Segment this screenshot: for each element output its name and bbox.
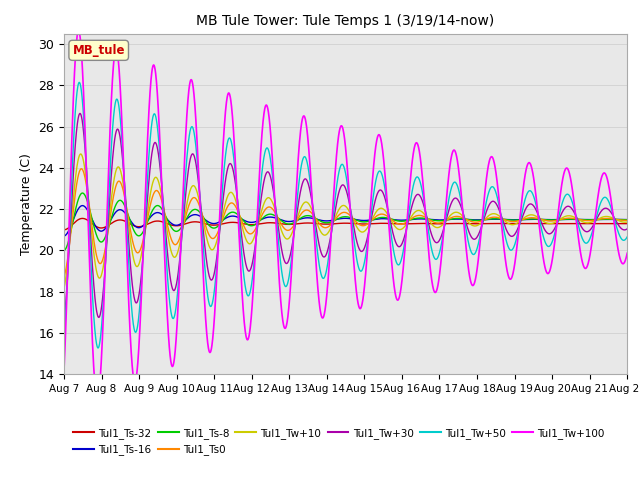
Tul1_Ts-16: [60, 233, 68, 239]
Tul1_Tw+100: [60, 368, 68, 373]
Line: Tul1_Tw+100: Tul1_Tw+100: [64, 31, 627, 399]
Tul1_Tw+50: [552, 227, 559, 232]
Tul1_Tw+100: [158, 189, 166, 195]
Legend: Tul1_Ts-32, Tul1_Ts-16, Tul1_Ts-8, Tul1_Ts0, Tul1_Tw+10, Tul1_Tw+30, Tul1_Tw+50,: Tul1_Ts-32, Tul1_Ts-16, Tul1_Ts-8, Tul1_…: [69, 424, 609, 459]
Line: Tul1_Tw+30: Tul1_Tw+30: [64, 113, 627, 322]
Tul1_Ts-8: [125, 213, 132, 218]
Tul1_Tw+30: [276, 238, 284, 243]
Tul1_Ts-16: [158, 211, 166, 217]
Tul1_Ts-32: [79, 216, 86, 221]
Title: MB Tule Tower: Tule Temps 1 (3/19/14-now): MB Tule Tower: Tule Temps 1 (3/19/14-now…: [196, 14, 495, 28]
Tul1_Tw+30: [612, 218, 620, 224]
Tul1_Tw+100: [552, 230, 559, 236]
Tul1_Tw+50: [76, 80, 83, 85]
Text: MB_tule: MB_tule: [72, 44, 125, 57]
Tul1_Ts-32: [158, 219, 166, 225]
Tul1_Tw+10: [276, 224, 284, 229]
Tul1_Ts-32: [125, 220, 132, 226]
Tul1_Tw+50: [158, 185, 166, 191]
Tul1_Tw+50: [612, 224, 620, 229]
Tul1_Tw+30: [301, 176, 308, 182]
Tul1_Tw+10: [623, 219, 631, 225]
Tul1_Tw+10: [301, 200, 308, 205]
Line: Tul1_Tw+50: Tul1_Tw+50: [64, 83, 627, 348]
Tul1_Ts-16: [125, 215, 132, 220]
Tul1_Ts-8: [552, 217, 559, 223]
Tul1_Tw+10: [552, 219, 559, 225]
Tul1_Tw+50: [276, 257, 284, 263]
Tul1_Tw+30: [158, 183, 166, 189]
Tul1_Ts0: [125, 216, 132, 221]
Tul1_Ts-32: [301, 220, 308, 226]
Tul1_Ts-8: [612, 216, 620, 222]
Tul1_Ts0: [276, 219, 284, 225]
Line: Tul1_Ts0: Tul1_Ts0: [64, 169, 627, 276]
Tul1_Ts-16: [79, 203, 86, 208]
Tul1_Ts-16: [301, 215, 308, 221]
Tul1_Tw+100: [93, 396, 101, 402]
Tul1_Tw+100: [75, 28, 83, 34]
Line: Tul1_Ts-32: Tul1_Ts-32: [64, 218, 627, 230]
Tul1_Ts-32: [623, 221, 631, 227]
Tul1_Ts-8: [158, 206, 166, 212]
Line: Tul1_Ts-16: Tul1_Ts-16: [64, 205, 627, 236]
Tul1_Tw+30: [125, 236, 132, 241]
Tul1_Ts-16: [552, 217, 559, 223]
Tul1_Tw+10: [60, 286, 68, 291]
Tul1_Ts-8: [301, 213, 308, 219]
Line: Tul1_Tw+10: Tul1_Tw+10: [64, 154, 627, 288]
Tul1_Tw+30: [60, 319, 68, 325]
Tul1_Ts0: [623, 217, 631, 223]
Tul1_Ts-8: [79, 190, 86, 196]
Tul1_Tw+100: [612, 237, 620, 243]
Tul1_Tw+10: [77, 151, 84, 157]
Tul1_Ts-32: [276, 221, 284, 227]
Line: Tul1_Ts-8: Tul1_Ts-8: [64, 193, 627, 251]
Tul1_Ts0: [552, 217, 559, 223]
Tul1_Tw+10: [158, 194, 166, 200]
Tul1_Ts-32: [552, 221, 559, 227]
Tul1_Tw+50: [60, 339, 68, 345]
Tul1_Ts-8: [60, 248, 68, 253]
Tul1_Tw+50: [301, 154, 308, 159]
Tul1_Tw+50: [125, 260, 132, 265]
Tul1_Ts-32: [60, 227, 68, 233]
Tul1_Ts-8: [623, 217, 631, 223]
Tul1_Ts-16: [276, 216, 284, 222]
Tul1_Ts0: [301, 208, 308, 214]
Tul1_Tw+30: [76, 110, 84, 116]
Tul1_Tw+100: [623, 251, 631, 256]
Tul1_Ts0: [158, 198, 166, 204]
Tul1_Tw+100: [276, 293, 284, 299]
Tul1_Tw+10: [125, 221, 132, 227]
Tul1_Ts-32: [612, 221, 620, 227]
Tul1_Tw+30: [623, 226, 631, 232]
Tul1_Ts-16: [623, 216, 631, 222]
Tul1_Ts0: [612, 216, 620, 222]
Tul1_Tw+10: [612, 217, 620, 223]
Tul1_Ts-16: [612, 216, 620, 222]
Y-axis label: Temperature (C): Temperature (C): [20, 153, 33, 255]
Tul1_Ts-8: [276, 217, 284, 223]
Tul1_Tw+50: [623, 234, 631, 240]
Tul1_Tw+100: [125, 297, 132, 302]
Tul1_Tw+30: [552, 224, 559, 229]
Tul1_Ts0: [60, 274, 68, 279]
Tul1_Tw+50: [94, 345, 102, 351]
Tul1_Tw+100: [301, 114, 308, 120]
Tul1_Ts0: [77, 166, 85, 172]
